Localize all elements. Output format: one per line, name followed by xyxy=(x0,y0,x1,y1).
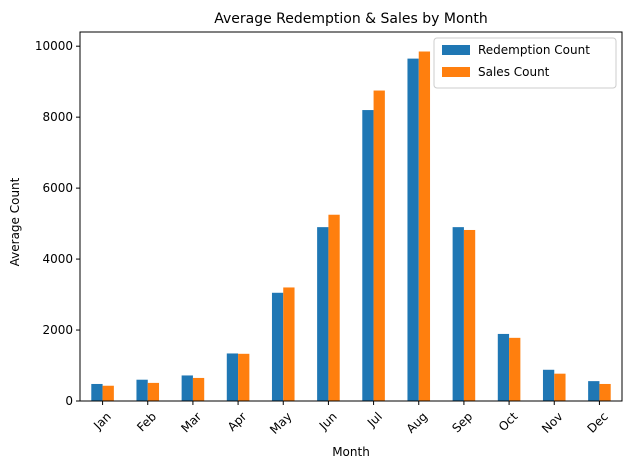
x-tick-label-mar: Mar xyxy=(178,409,204,435)
y-tick-label: 4000 xyxy=(42,252,73,266)
bar-redemption-nov xyxy=(542,369,555,401)
y-axis-label: Average Count xyxy=(8,177,22,266)
bar-sales-jul xyxy=(373,90,385,401)
legend-box xyxy=(433,37,617,89)
y-tick-label: 10000 xyxy=(35,39,73,53)
bar-sales-mar xyxy=(192,377,205,401)
bar-redemption-apr xyxy=(226,353,239,401)
legend: Redemption Count Sales Count xyxy=(433,37,617,89)
plot-frame xyxy=(79,31,623,402)
x-tick-label-jan: Jan xyxy=(90,409,114,433)
x-tick-label-jul: Jul xyxy=(364,409,385,430)
bar-redemption-feb xyxy=(136,379,148,401)
bar-redemption-oct xyxy=(497,333,510,401)
bar-redemption-mar xyxy=(181,375,193,401)
bar-redemption-dec xyxy=(588,381,600,401)
x-axis: Jan Feb Mar Apr May Jun Jul Aug Sep Oct Nov Dec xyxy=(90,401,611,437)
legend-label-redemption: Redemption Count xyxy=(478,43,590,57)
legend-label-sales: Sales Count xyxy=(478,65,550,79)
chart-title: Average Redemption & Sales by Month xyxy=(214,11,488,27)
y-tick-label: 2000 xyxy=(42,323,73,337)
x-tick-label-feb: Feb xyxy=(134,409,159,434)
bar-sales-feb xyxy=(147,382,160,401)
bar-sales-aug xyxy=(418,51,431,401)
bar-redemption-jan xyxy=(91,383,103,401)
x-tick-label-aug: Aug xyxy=(404,409,430,435)
x-tick-label-jun: Jun xyxy=(316,409,340,433)
bar-redemption-aug xyxy=(407,58,419,402)
bar-redemption-sep xyxy=(452,227,464,401)
bar-sales-may xyxy=(283,287,295,401)
x-tick-label-apr: Apr xyxy=(225,409,250,434)
bar-sales-jun xyxy=(328,214,340,401)
bar-sales-dec xyxy=(599,383,611,401)
bar-redemption-jul xyxy=(362,110,374,401)
x-tick-label-nov: Nov xyxy=(539,409,565,435)
bar-sales-jan xyxy=(102,385,114,401)
y-axis: 0 2000 4000 6000 8000 10000 xyxy=(35,39,80,408)
bar-sales-nov xyxy=(554,373,566,401)
legend-swatch-sales xyxy=(442,67,470,77)
legend-swatch-redemption xyxy=(442,45,470,55)
x-axis-label: Month xyxy=(332,445,370,459)
x-tick-label-sep: Sep xyxy=(449,409,475,435)
x-tick-label-dec: Dec xyxy=(584,409,610,435)
bar-sales-sep xyxy=(463,229,476,401)
bar-sales-apr xyxy=(238,353,250,401)
x-tick-label-oct: Oct xyxy=(496,409,521,434)
bar-redemption-jun xyxy=(317,227,329,401)
bar-sales-oct xyxy=(509,337,521,401)
x-tick-label-may: May xyxy=(267,409,294,436)
y-tick-label: 8000 xyxy=(42,110,73,124)
bar-redemption-may xyxy=(271,292,284,401)
bars-group xyxy=(91,51,611,402)
y-tick-label: 6000 xyxy=(42,181,73,195)
y-tick-label: 0 xyxy=(65,394,73,408)
